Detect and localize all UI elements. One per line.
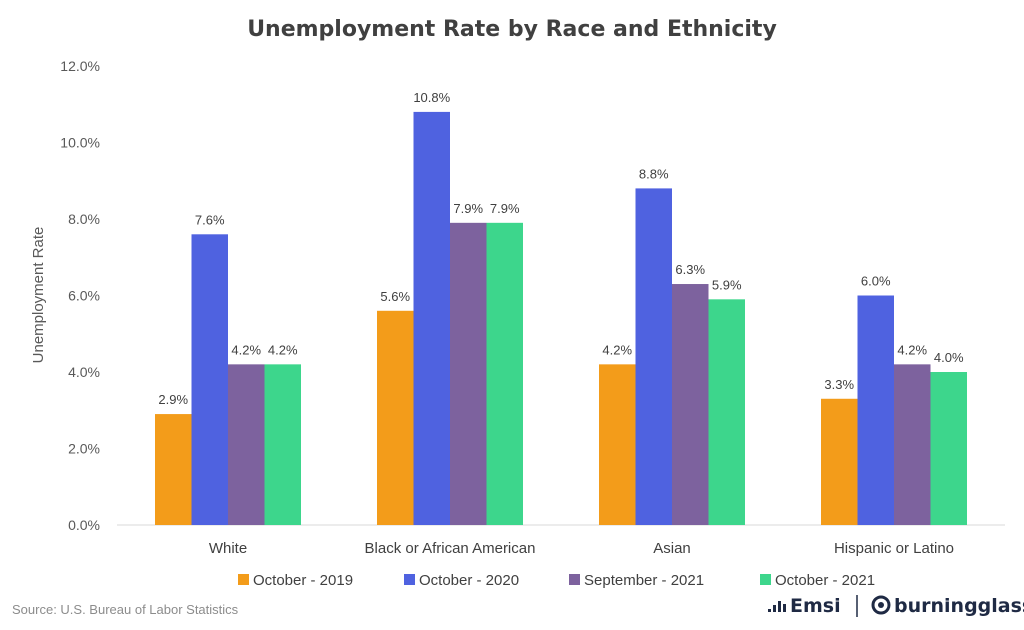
emsi-bars-icon — [768, 601, 786, 612]
y-tick-label: 0.0% — [68, 517, 100, 533]
y-tick-label: 6.0% — [68, 288, 100, 304]
data-label: 4.0% — [934, 350, 964, 365]
legend-swatch — [760, 574, 771, 585]
y-tick-label: 12.0% — [60, 58, 100, 74]
data-label: 6.3% — [675, 262, 705, 277]
legend-swatch — [238, 574, 249, 585]
data-label: 8.8% — [639, 166, 669, 181]
emsi-logo-text: Emsi — [790, 595, 841, 617]
y-tick-label: 2.0% — [68, 441, 100, 457]
y-axis-ticks: 0.0% 2.0% 4.0% 6.0% 8.0% 10.0% 12.0% — [60, 58, 100, 533]
bar — [264, 364, 301, 525]
burningglass-logo-text: burningglass — [894, 595, 1024, 617]
data-label: 5.6% — [380, 289, 410, 304]
category-label: White — [209, 540, 247, 557]
category-label: Black or African American — [365, 540, 536, 557]
bar — [228, 364, 265, 525]
category-label: Hispanic or Latino — [834, 540, 954, 557]
legend-label: October - 2020 — [419, 572, 519, 589]
burningglass-icon — [871, 595, 891, 615]
legend-swatch — [569, 574, 580, 585]
data-label: 4.2% — [897, 342, 927, 357]
legend-label: October - 2021 — [775, 572, 875, 589]
data-label: 7.9% — [453, 201, 483, 216]
bar — [413, 111, 450, 526]
bar — [377, 310, 414, 525]
data-label: 2.9% — [158, 392, 188, 407]
bar — [635, 188, 672, 525]
brand-logos: Emsi burningglass — [768, 595, 1024, 617]
bar — [930, 372, 967, 525]
data-label: 7.9% — [490, 201, 520, 216]
legend-swatch — [404, 574, 415, 585]
bar — [191, 234, 228, 526]
bar — [672, 284, 709, 525]
category-labels: White Black or African American Asian Hispa… — [209, 540, 954, 557]
y-tick-label: 10.0% — [60, 135, 100, 151]
data-label: 4.2% — [602, 342, 632, 357]
bar — [708, 299, 745, 525]
y-tick-label: 8.0% — [68, 211, 100, 227]
data-label: 6.0% — [861, 274, 891, 289]
legend-label: October - 2019 — [253, 572, 353, 589]
data-labels: 2.9% 7.6% 4.2% 4.2% 5.6% 10.8% 7.9% 7.9% 4.2% 8.8… — [158, 90, 964, 407]
data-label: 4.2% — [231, 342, 261, 357]
bar — [894, 364, 931, 525]
bar — [599, 364, 636, 525]
chart-title: Unemployment Rate by Race and Ethnicity — [247, 17, 777, 42]
y-tick-label: 4.0% — [68, 364, 100, 380]
data-label: 3.3% — [824, 377, 854, 392]
legend: October - 2019 October - 2020 September - … — [238, 572, 875, 589]
data-label: 5.9% — [712, 277, 742, 292]
source-note: Source: U.S. Bureau of Labor Statistics — [12, 602, 239, 617]
data-label: 7.6% — [195, 212, 225, 227]
bar — [155, 414, 192, 525]
y-axis-title: Unemployment Rate — [30, 227, 47, 364]
category-label: Asian — [653, 540, 691, 557]
bar — [821, 398, 858, 525]
bar — [857, 295, 894, 525]
legend-label: September - 2021 — [584, 572, 704, 589]
bar — [486, 222, 523, 525]
bars — [155, 111, 967, 526]
bar — [450, 222, 487, 525]
data-label: 4.2% — [268, 342, 298, 357]
data-label: 10.8% — [413, 90, 450, 105]
